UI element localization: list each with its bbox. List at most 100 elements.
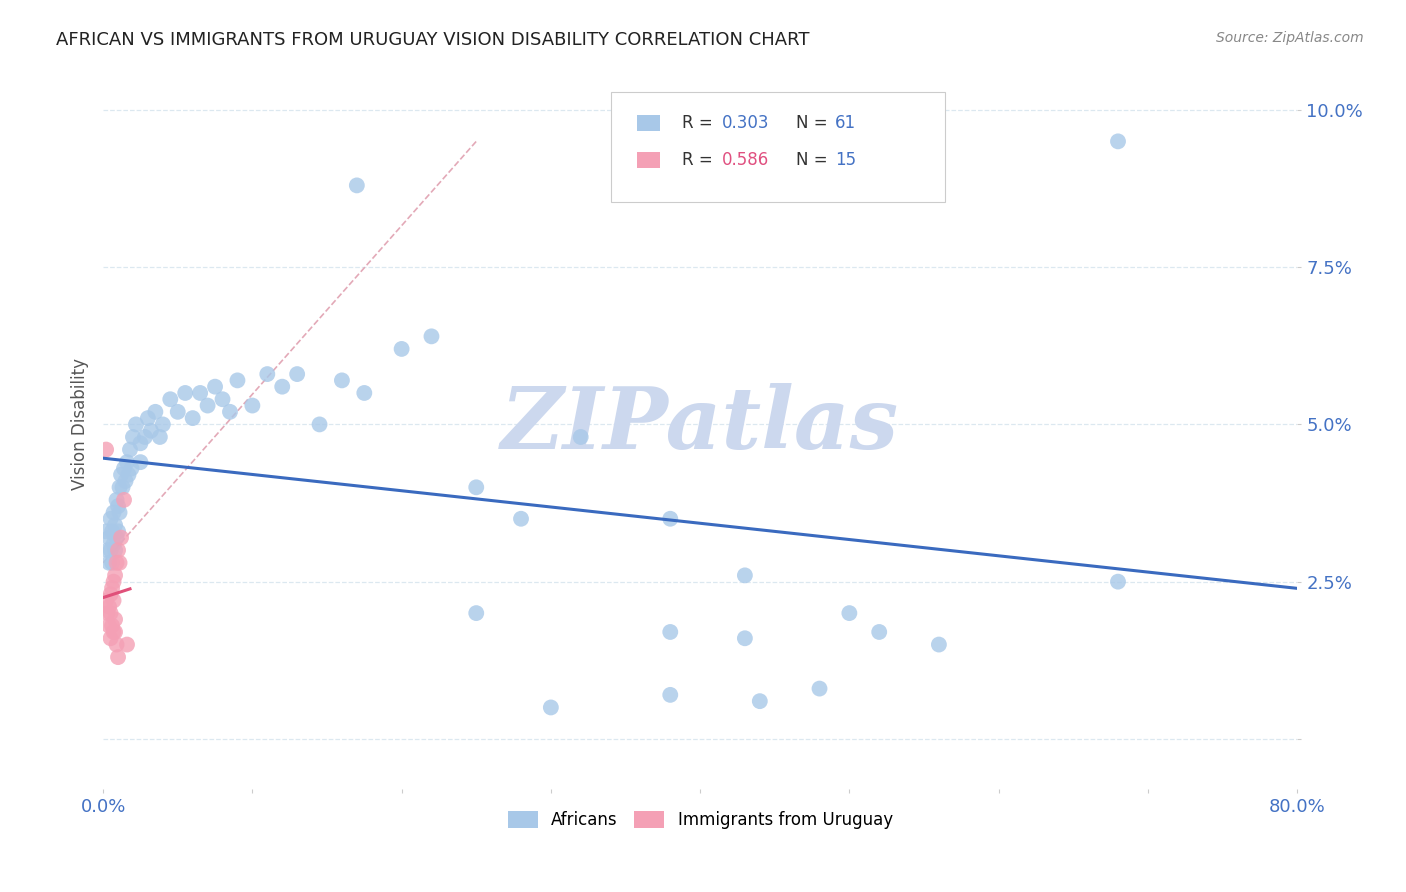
Point (103, 537, 125, 551)
Point (125, 417, 148, 432)
Point (103, 624, 125, 639)
Point (104, 518, 127, 533)
Text: 0.303: 0.303 (721, 114, 769, 132)
Point (1107, 574, 1129, 589)
Point (98, 531, 121, 545)
Point (104, 543, 127, 558)
Point (104, 612, 127, 626)
Point (659, 688, 682, 702)
Point (868, 624, 890, 639)
Point (271, 379, 294, 393)
Point (129, 436, 152, 450)
Point (240, 399, 263, 413)
Point (108, 480, 131, 494)
Text: N =: N = (796, 151, 832, 169)
Point (159, 392, 181, 407)
Point (107, 524, 129, 539)
Point (112, 461, 135, 475)
Point (928, 638, 950, 652)
Point (540, 700, 562, 714)
Point (114, 474, 136, 488)
Point (308, 417, 330, 432)
Text: 15: 15 (835, 151, 856, 169)
Text: R =: R = (682, 151, 718, 169)
Point (103, 506, 125, 520)
Point (134, 430, 156, 444)
Point (136, 411, 159, 425)
Text: ZIPatlas: ZIPatlas (501, 383, 900, 467)
Point (353, 386, 375, 401)
Point (211, 392, 233, 407)
Point (115, 638, 138, 652)
Point (226, 373, 249, 387)
Point (100, 587, 122, 601)
Point (174, 386, 197, 401)
Point (808, 681, 831, 696)
Point (104, 568, 127, 582)
Point (121, 461, 143, 475)
Point (97, 543, 120, 558)
Text: R =: R = (682, 114, 718, 132)
Text: N =: N = (796, 114, 832, 132)
Text: 61: 61 (835, 114, 856, 132)
Point (330, 373, 353, 387)
Point (100, 543, 122, 558)
Point (219, 405, 242, 419)
Point (838, 606, 860, 620)
Point (285, 367, 308, 381)
Point (129, 455, 152, 469)
Point (734, 568, 756, 582)
Point (152, 417, 174, 432)
Point (105, 638, 128, 652)
Point (108, 556, 131, 570)
Y-axis label: Vision Disability: Vision Disability (72, 359, 89, 491)
Point (1107, 134, 1129, 148)
Point (100, 606, 122, 620)
Point (748, 694, 770, 708)
Point (98, 618, 121, 632)
Point (346, 178, 368, 193)
FancyBboxPatch shape (637, 115, 661, 131)
Point (94, 524, 117, 539)
Point (101, 618, 124, 632)
Point (391, 342, 413, 356)
Point (101, 556, 124, 570)
Point (139, 424, 162, 438)
Point (181, 411, 204, 425)
Point (145, 405, 167, 419)
Text: Source: ZipAtlas.com: Source: ZipAtlas.com (1216, 31, 1364, 45)
Point (118, 442, 141, 457)
Point (465, 606, 488, 620)
Point (107, 543, 129, 558)
Point (115, 455, 138, 469)
FancyBboxPatch shape (637, 152, 661, 168)
Point (94, 593, 117, 607)
Point (103, 593, 125, 607)
Point (734, 632, 756, 646)
Point (166, 405, 188, 419)
Point (107, 650, 129, 665)
Point (100, 632, 122, 646)
Point (107, 499, 129, 513)
Point (97, 606, 120, 620)
Point (659, 624, 682, 639)
Legend: Africans, Immigrants from Uruguay: Africans, Immigrants from Uruguay (501, 804, 900, 836)
Point (510, 512, 533, 526)
Point (105, 556, 128, 570)
Point (112, 492, 135, 507)
Point (101, 524, 124, 539)
Point (104, 624, 127, 639)
Point (188, 386, 211, 401)
Point (110, 467, 132, 482)
Point (94, 442, 117, 457)
Point (465, 480, 488, 494)
Point (100, 512, 122, 526)
Point (659, 512, 682, 526)
Point (110, 531, 132, 545)
Point (256, 367, 278, 381)
FancyBboxPatch shape (610, 93, 945, 202)
Point (420, 329, 443, 343)
Point (204, 379, 226, 393)
Point (197, 399, 219, 413)
Point (149, 430, 172, 444)
